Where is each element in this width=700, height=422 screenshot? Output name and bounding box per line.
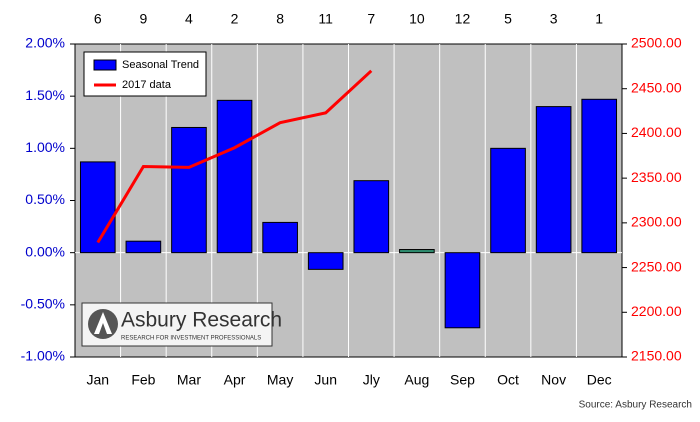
legend-swatch	[93, 59, 117, 71]
y2-tick-label: 2350.00	[631, 169, 682, 185]
y2-tick-label: 2200.00	[631, 303, 682, 319]
y-tick-label: 0.50%	[25, 191, 65, 207]
y2-tick-label: 2150.00	[631, 348, 682, 364]
y-tick-label: 2.00%	[25, 35, 65, 51]
legend-label: 2017 data	[122, 79, 172, 91]
y2-tick-label: 2250.00	[631, 258, 682, 274]
legend	[83, 51, 207, 97]
bar	[79, 161, 116, 254]
logo-name: Asbury Research	[121, 309, 282, 332]
logo-tagline: RESEARCH FOR INVESTMENT PROFESSIONALS	[121, 336, 261, 342]
bar	[307, 252, 344, 270]
x-tick-label: Jly	[363, 372, 380, 388]
rank-label: 1	[595, 11, 603, 27]
x-tick-label: Feb	[131, 372, 155, 388]
bar	[171, 126, 207, 254]
bar	[125, 240, 162, 254]
rank-label: 8	[276, 11, 284, 27]
x-tick-label: Aug	[404, 372, 429, 388]
x-tick-label: Oct	[497, 372, 519, 388]
y-tick-label: -1.00%	[21, 348, 65, 364]
x-tick-label: May	[267, 372, 293, 388]
rank-label: 4	[185, 11, 193, 27]
logo: Asbury Research RESEARCH FOR INVESTMENT …	[81, 302, 282, 347]
bar	[353, 180, 390, 254]
rank-label: 2	[231, 11, 239, 27]
x-tick-label: Jan	[87, 372, 110, 388]
x-tick-label: Jun	[314, 372, 337, 388]
x-tick-label: Nov	[541, 372, 566, 388]
bar	[490, 147, 526, 254]
bar	[581, 98, 618, 254]
x-tick-label: Dec	[587, 372, 612, 388]
rank-label: 11	[318, 11, 333, 27]
rank-label: 10	[409, 11, 425, 27]
y2-tick-label: 2500.00	[631, 35, 682, 51]
bar	[216, 99, 253, 254]
y2-tick-label: 2450.00	[631, 79, 682, 95]
line	[96, 69, 373, 244]
y2-tick-label: 2300.00	[631, 214, 682, 230]
rank-label: 5	[504, 11, 512, 27]
y-tick-label: -0.50%	[21, 296, 65, 312]
x-tick-label: Mar	[177, 372, 201, 388]
rank-label: 3	[550, 11, 558, 27]
y-tick-label: 1.00%	[25, 139, 65, 155]
rank-label: 12	[455, 11, 471, 27]
bar	[262, 221, 298, 254]
rank-label: 6	[94, 11, 102, 27]
rank-label: 9	[139, 11, 147, 27]
bar	[399, 249, 435, 254]
legend-label: Seasonal Trend	[122, 59, 199, 71]
logo-icon	[94, 312, 112, 334]
y2-tick-label: 2400.00	[631, 124, 682, 140]
x-tick-label: Apr	[224, 372, 246, 388]
bar	[535, 106, 572, 254]
x-tick-label: Sep	[450, 372, 475, 388]
y-tick-label: 0.00%	[25, 243, 65, 259]
source: Source: Asbury Research	[579, 400, 692, 411]
y-tick-label: 1.50%	[25, 87, 65, 103]
bar	[444, 252, 481, 329]
rank-label: 7	[367, 11, 375, 27]
